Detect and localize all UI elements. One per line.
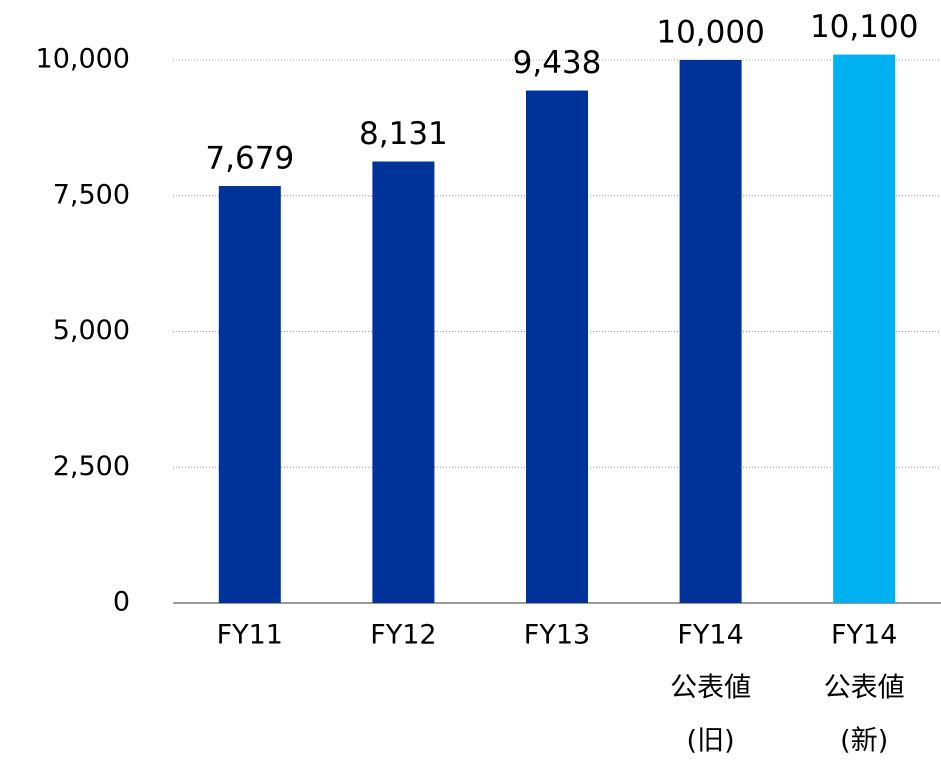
value-label: 8,131 [359,116,448,152]
bar [372,161,435,603]
x-tick-label: 公表値 [670,673,751,704]
x-tick-label: (新) [840,726,888,757]
value-label: 10,100 [810,9,918,45]
x-tick-label: (旧) [687,726,735,757]
y-tick-label: 10,000 [36,44,130,75]
bar [833,54,896,603]
y-tick-label: 0 [113,587,130,618]
bar [679,60,742,603]
x-tick-label: 公表値 [824,673,905,704]
y-tick-label: 2,500 [53,451,130,482]
x-tick-label: FY13 [524,620,590,651]
x-tick-label: FY12 [370,620,436,651]
x-tick-label: FY14 [677,620,743,651]
value-label: 9,438 [513,45,602,81]
y-tick-label: 7,500 [53,179,130,210]
y-tick-label: 5,000 [53,315,130,346]
value-label: 7,679 [205,141,294,177]
x-tick-label: FY14 [831,620,897,651]
bar [526,90,588,603]
x-tick-label: FY11 [217,620,283,651]
value-label: 10,000 [656,15,764,51]
bar [218,186,281,603]
